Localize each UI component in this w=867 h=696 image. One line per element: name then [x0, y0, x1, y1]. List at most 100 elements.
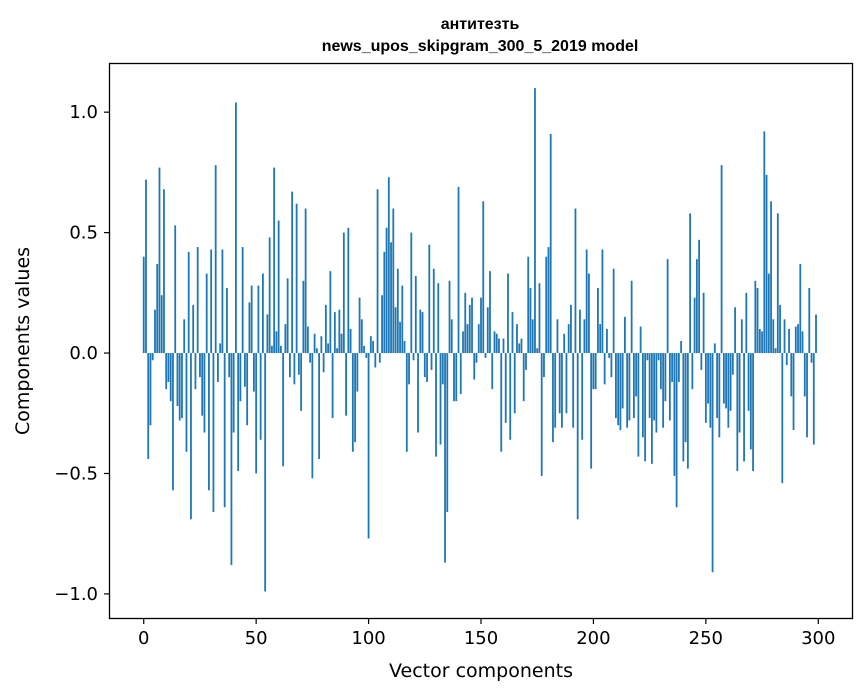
bar	[228, 353, 231, 378]
bar	[695, 259, 698, 354]
bar	[556, 319, 559, 354]
bar	[172, 353, 174, 491]
bar	[608, 353, 611, 358]
y-tick-label: −1.0	[54, 584, 98, 605]
bar	[190, 353, 192, 520]
bar	[794, 326, 797, 354]
bar	[217, 353, 219, 382]
bar	[178, 353, 181, 421]
bar	[482, 201, 485, 354]
bar	[538, 283, 541, 354]
bar	[509, 353, 512, 440]
bar	[439, 353, 442, 445]
bar	[181, 353, 183, 419]
bar	[392, 208, 395, 354]
bar	[304, 208, 307, 354]
bar	[154, 309, 156, 354]
y-axis-label: Components values	[12, 247, 34, 435]
bar	[232, 353, 235, 433]
bar	[736, 353, 739, 472]
bar	[369, 336, 372, 354]
bar	[264, 353, 267, 592]
bar	[511, 312, 514, 354]
bar	[165, 353, 168, 390]
bar	[594, 353, 597, 390]
bar	[664, 353, 667, 402]
bar	[774, 348, 777, 354]
bar	[145, 179, 147, 354]
bar	[340, 333, 343, 354]
bar	[410, 232, 413, 354]
x-axis-label: Vector components	[389, 660, 573, 682]
bar	[473, 353, 476, 380]
bar	[435, 353, 437, 457]
bar	[241, 247, 244, 354]
bar	[489, 271, 491, 354]
bar	[743, 353, 745, 462]
bar	[567, 324, 570, 354]
bar	[176, 353, 179, 407]
bar	[588, 273, 590, 354]
bar	[408, 353, 410, 385]
bar	[183, 319, 186, 354]
bar	[262, 273, 264, 354]
bar	[552, 353, 554, 443]
bar	[423, 353, 426, 378]
bar	[621, 353, 624, 409]
bar	[806, 353, 808, 438]
bar	[318, 353, 321, 460]
bar	[718, 353, 721, 438]
bar	[396, 268, 399, 354]
bar	[468, 304, 471, 354]
bar	[770, 201, 772, 354]
y-tick-label: 1.0	[69, 102, 98, 123]
bar	[641, 353, 644, 438]
bar	[446, 353, 449, 513]
bar	[462, 331, 464, 354]
bar	[752, 353, 754, 472]
bar	[455, 353, 458, 402]
plot-frame	[108, 62, 854, 620]
x-tick-label: 150	[464, 628, 498, 649]
bar	[257, 285, 260, 354]
bar	[185, 353, 188, 452]
bar	[650, 353, 653, 464]
bar	[630, 280, 633, 354]
bar	[531, 319, 534, 354]
bar	[421, 312, 424, 354]
bar	[351, 353, 354, 452]
bar	[722, 353, 725, 404]
bar	[300, 353, 303, 411]
bar	[475, 353, 478, 363]
bar	[259, 353, 262, 440]
bar	[156, 263, 159, 354]
bar	[246, 353, 249, 426]
bar	[797, 324, 799, 354]
bar	[336, 348, 338, 354]
bar	[668, 353, 671, 421]
bar	[266, 314, 269, 354]
bar	[192, 304, 195, 354]
bar	[174, 225, 177, 354]
bar	[772, 319, 775, 354]
bar	[592, 353, 595, 390]
bar	[731, 353, 734, 375]
bar	[749, 353, 752, 450]
bar	[698, 239, 700, 354]
bar	[738, 353, 741, 433]
bar	[270, 345, 273, 354]
bar	[412, 353, 415, 361]
bar	[617, 353, 620, 426]
bar	[498, 338, 500, 354]
y-tick-label: 0.5	[69, 223, 98, 244]
y-tick-label: 0.0	[69, 343, 98, 364]
bar	[444, 353, 446, 563]
bar	[815, 314, 817, 354]
bar	[358, 297, 361, 354]
bar	[414, 275, 417, 354]
bar	[441, 353, 444, 385]
bar	[520, 338, 523, 354]
bar	[561, 353, 563, 428]
bar	[187, 251, 190, 354]
